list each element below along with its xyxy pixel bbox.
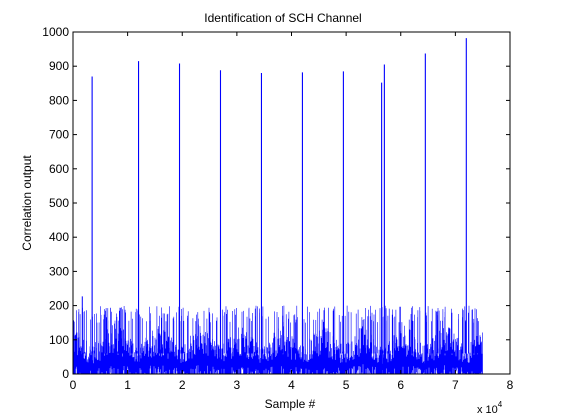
y-tick-label: 400 [49,230,69,244]
x-axis-multiplier-base: x 10 [477,404,498,416]
x-tick-label: 2 [179,378,186,392]
y-tick-label: 700 [49,128,69,142]
y-tick-label: 800 [49,93,69,107]
x-tick-label: 1 [124,378,131,392]
x-tick-label: 7 [452,378,459,392]
x-tick-label: 6 [397,378,404,392]
x-axis-multiplier-exponent: 4 [498,400,503,409]
y-tick-label: 900 [49,59,69,73]
x-axis-label: Sample # [265,397,316,411]
y-tick-label: 1000 [42,25,69,39]
y-tick-label: 100 [49,333,69,347]
y-tick-label: 600 [49,162,69,176]
x-tick-label: 8 [507,378,514,392]
chart-title: Identification of SCH Channel [204,11,361,25]
x-tick-label: 0 [70,378,77,392]
x-axis-multiplier: x 104 [477,400,503,416]
x-tick-label: 3 [234,378,241,392]
y-tick-label: 0 [62,367,69,381]
x-tick-label: 4 [288,378,295,392]
y-tick-label: 300 [49,264,69,278]
x-tick-label: 5 [343,378,350,392]
y-axis-label: Correlation output [20,155,34,251]
y-tick-label: 200 [49,299,69,313]
plot-area: 0 1 2 3 4 5 6 7 8 0 100 200 300 400 500 600 700 800 900 100… [42,25,513,392]
y-tick-label: 500 [49,196,69,210]
